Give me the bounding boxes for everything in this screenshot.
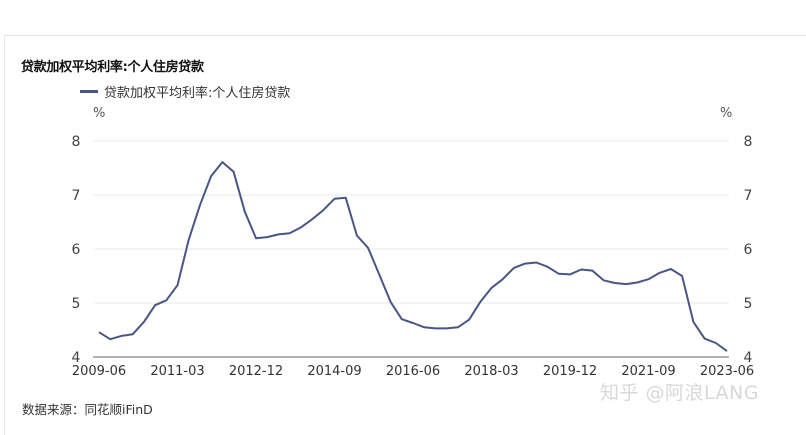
y-tick-label: 8 xyxy=(744,134,753,150)
x-tick-label: 2014-09 xyxy=(307,364,361,379)
y-tick-label: 4 xyxy=(72,350,81,366)
line-chart: 4 5 6 7 8 4 5 6 7 8 2009-06 2011-03 2012-12 2014-09… xyxy=(72,134,755,379)
y-tick-label: 6 xyxy=(72,242,81,258)
legend[interactable]: 贷款加权平均利率:个人住房贷款 xyxy=(80,82,290,101)
x-tick-label: 2021-09 xyxy=(621,364,675,379)
y-tick-label: 6 xyxy=(744,242,753,258)
x-tick-label: 2009-06 xyxy=(72,364,126,379)
legend-line-icon xyxy=(80,90,98,93)
data-source-note: 数据来源：同花顺iFinD xyxy=(22,402,153,417)
x-tick-label: 2012-12 xyxy=(229,364,283,379)
x-tick-label: 2018-03 xyxy=(464,364,518,379)
x-axis: 2009-06 2011-03 2012-12 2014-09 2016-06 2018-… xyxy=(72,364,754,379)
y-tick-label: 5 xyxy=(72,296,81,312)
y-tick-label: 5 xyxy=(744,296,753,312)
left-axis-unit: % xyxy=(93,106,106,121)
x-tick-label: 2011-03 xyxy=(150,364,204,379)
y-tick-label: 7 xyxy=(744,188,753,204)
right-y-axis: 4 5 6 7 8 xyxy=(744,134,753,366)
x-tick-label: 2023-06 xyxy=(700,364,754,379)
right-axis-unit: % xyxy=(720,106,733,121)
y-tick-label: 7 xyxy=(72,188,81,204)
series-line xyxy=(98,161,728,352)
gridlines xyxy=(93,140,729,304)
x-tick-label: 2016-06 xyxy=(386,364,440,379)
y-tick-label: 8 xyxy=(72,134,81,150)
legend-label: 贷款加权平均利率:个人住房贷款 xyxy=(104,86,291,101)
chart-title: 贷款加权平均利率:个人住房贷款 xyxy=(21,60,204,75)
x-tick-label: 2019-12 xyxy=(543,364,597,379)
left-y-axis: 4 5 6 7 8 xyxy=(72,134,81,366)
chart-panel xyxy=(4,35,806,435)
y-tick-label: 4 xyxy=(744,350,753,366)
watermark: 知乎 @阿浪LANG xyxy=(600,382,759,404)
